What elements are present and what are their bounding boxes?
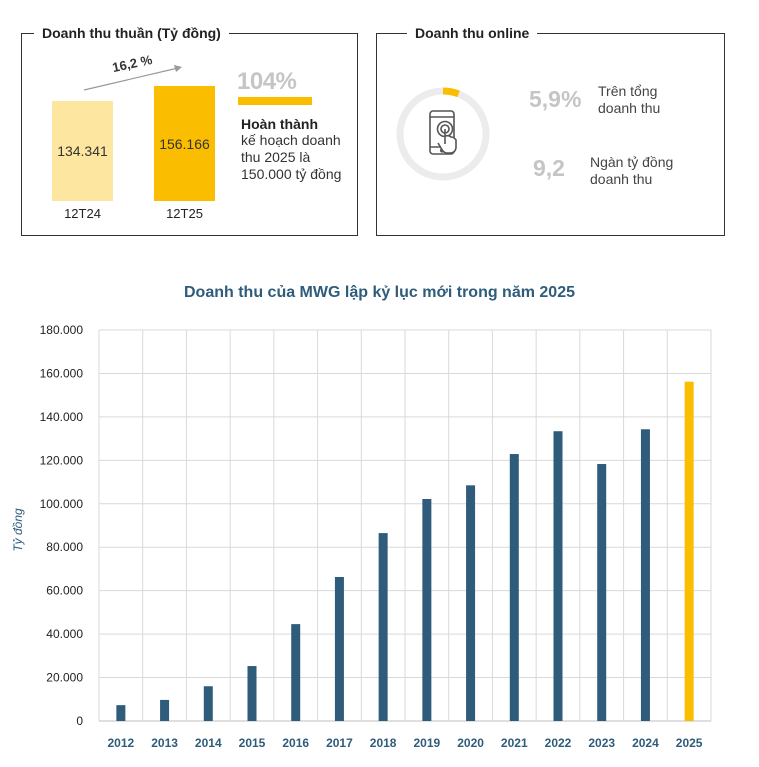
bar-2018 — [378, 533, 388, 721]
bar-2014 — [203, 686, 213, 721]
x-tick-2018: 2018 — [370, 736, 397, 750]
bar-12t24-value: 134.341 — [57, 143, 108, 159]
bar-2015 — [247, 666, 257, 721]
y-axis-label: Tỷ đồng — [11, 508, 25, 552]
bar-12t25: 156.166 — [154, 86, 215, 201]
bar-2024 — [640, 429, 650, 721]
completion-description: kế hoạch doanh thu 2025 là 150.000 tỷ đồ… — [241, 132, 342, 182]
x-tick-2021: 2021 — [501, 736, 528, 750]
online-share-arc — [442, 87, 460, 98]
phone-touch-icon — [429, 110, 457, 155]
online-revenue-title: Doanh thu online — [407, 24, 538, 42]
x-tick-2020: 2020 — [457, 736, 484, 750]
category-12t25: 12T25 — [166, 206, 203, 221]
completion-title: Hoàn thành — [241, 116, 318, 132]
online-share-value: 5,9% — [529, 86, 582, 112]
bar-2022 — [553, 431, 563, 721]
bar-12t24: 134.341 — [52, 101, 113, 201]
completion-bar — [238, 97, 312, 105]
bar-2025 — [684, 381, 694, 721]
bar-2020 — [466, 485, 476, 721]
growth-arrow-icon — [83, 65, 182, 91]
chart-grid — [98, 329, 712, 722]
chart-bars — [116, 381, 694, 721]
bar-2017 — [334, 576, 344, 721]
category-12t24: 12T24 — [64, 206, 101, 221]
bar-2012 — [116, 705, 126, 721]
y-tick-label: 80.000 — [46, 540, 83, 554]
online-revenue-panel: Doanh thu online 5,9% Trên tổng doanh th… — [376, 24, 725, 236]
online-share-ring — [396, 87, 490, 181]
x-axis-ticks: 2012 2013 2014 2015 2016 2017 2018 2019 2020 2021… — [108, 736, 703, 750]
y-tick-label: 160.000 — [40, 366, 84, 380]
y-tick-label: 20.000 — [46, 671, 83, 685]
bar-2023 — [597, 464, 607, 721]
x-tick-2024: 2024 — [632, 736, 659, 750]
chart-title: Doanh thu của MWG lập kỷ lục mới trong n… — [184, 284, 575, 301]
bar-2021 — [509, 454, 519, 721]
x-tick-2017: 2017 — [326, 736, 353, 750]
bar-2016 — [291, 624, 301, 721]
x-tick-2015: 2015 — [239, 736, 266, 750]
y-tick-label: 40.000 — [46, 627, 83, 641]
y-tick-label: 140.000 — [40, 410, 84, 424]
net-revenue-panel: Doanh thu thuần (Tỷ đồng) 16,2 % 134.341… — [21, 24, 358, 236]
y-tick-label: 0 — [76, 714, 83, 728]
x-tick-2025: 2025 — [676, 736, 703, 750]
bar-2019 — [422, 498, 432, 721]
y-tick-label: 60.000 — [46, 584, 83, 598]
bar-12t25-value: 156.166 — [159, 135, 210, 152]
completion-percent: 104% — [237, 68, 297, 95]
online-revenue-value: 9,2 — [533, 155, 565, 181]
x-tick-2012: 2012 — [108, 736, 135, 750]
x-tick-2019: 2019 — [414, 736, 441, 750]
y-axis-ticks: 0 20.000 40.000 60.000 80.000 100.000 120.000 1… — [40, 323, 84, 728]
y-tick-label: 120.000 — [40, 453, 84, 467]
x-tick-2023: 2023 — [588, 736, 615, 750]
net-revenue-title: Doanh thu thuần (Tỷ đồng) — [34, 24, 229, 42]
x-tick-2014: 2014 — [195, 736, 222, 750]
x-tick-2013: 2013 — [151, 736, 178, 750]
y-tick-label: 180.000 — [40, 323, 84, 337]
bar-2013 — [160, 699, 170, 721]
x-tick-2016: 2016 — [282, 736, 309, 750]
online-share-label: Trên tổng doanh thu — [598, 83, 661, 116]
y-tick-label: 100.000 — [40, 497, 84, 511]
x-tick-2022: 2022 — [545, 736, 572, 750]
online-revenue-label: Ngàn tỷ đồng doanh thu — [590, 154, 674, 187]
